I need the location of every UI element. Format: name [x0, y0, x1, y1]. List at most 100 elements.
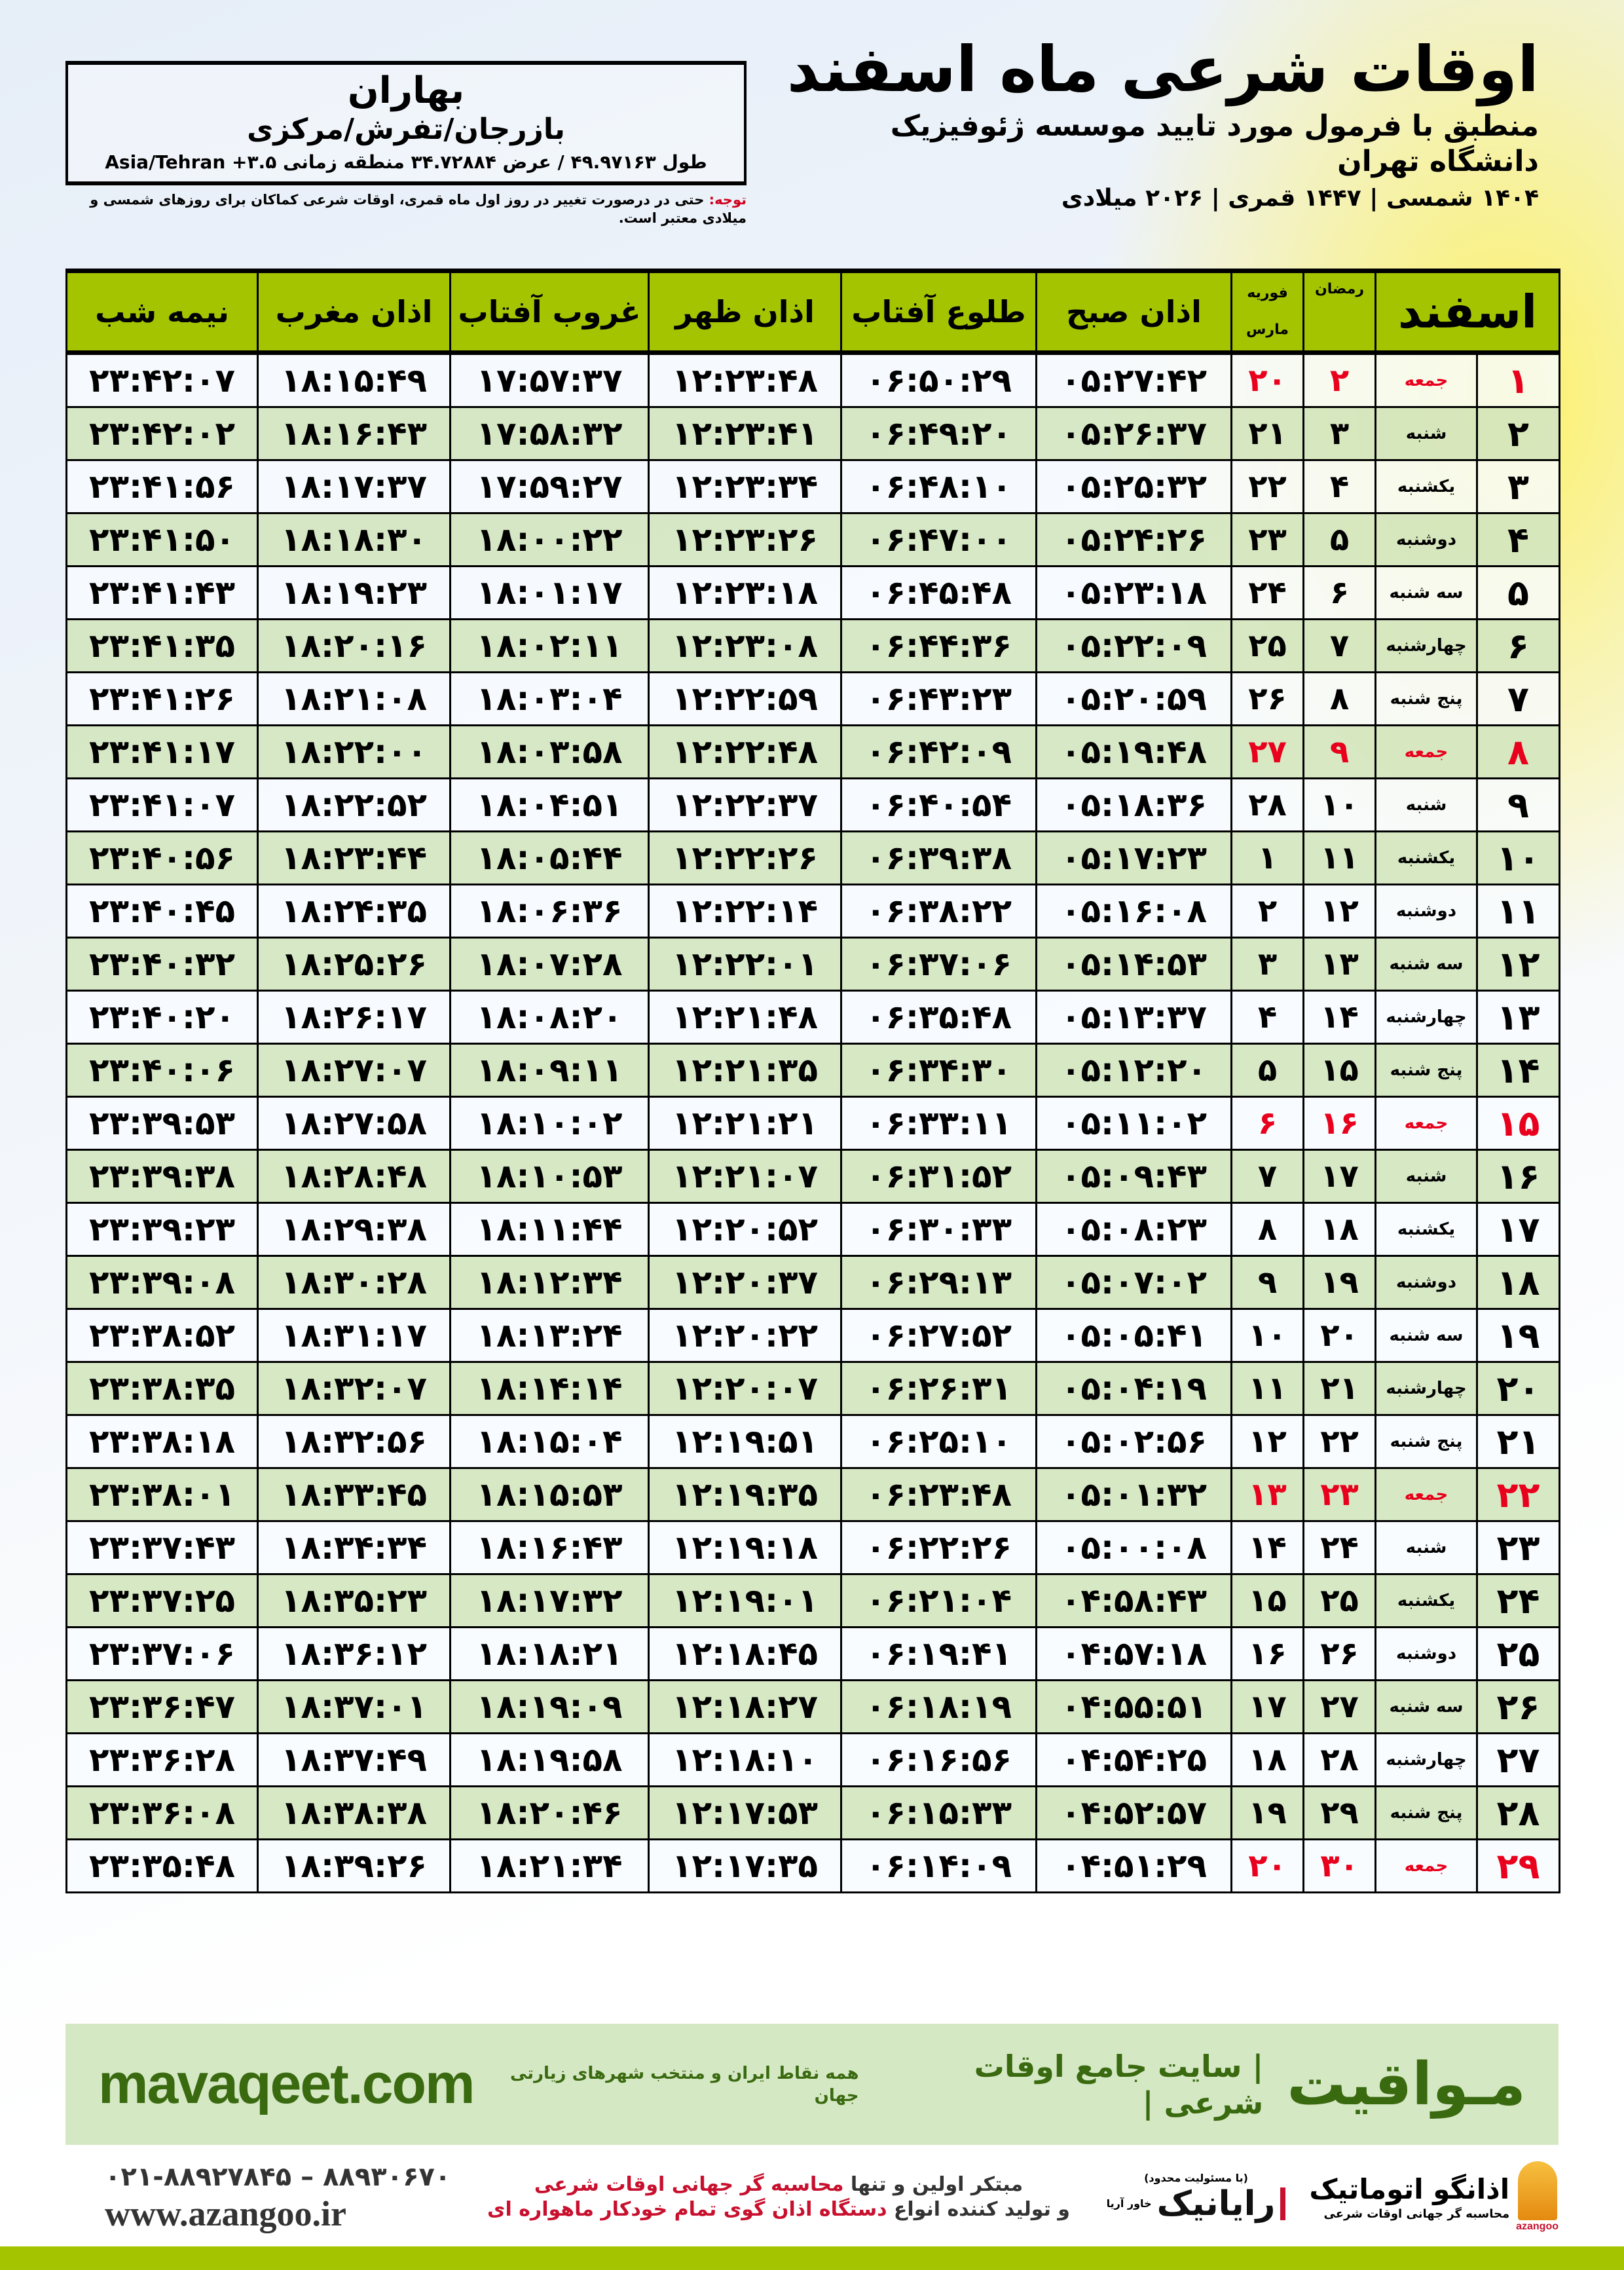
table-row: ۲۲ جمعه ۲۳ ۱۳ ۰۵:۰۱:۳۲ ۰۶:۲۳:۴۸ ۱۲:۱۹:۳۵ ۱۸:۱۵:… — [65, 1467, 1561, 1522]
table-row: ۲۵ دوشنبه ۲۶ ۱۶ ۰۴:۵۷:۱۸ ۰۶:۱۹:۴۱ ۱۲:۱۸:۴۵ ۱۸:۱… — [65, 1626, 1561, 1681]
midnight-time: ۲۳:۳۸:۳۵ — [65, 1361, 259, 1416]
ramadan-day: ۱۱ — [1302, 830, 1376, 885]
maghrib-time: ۱۸:۳۶:۱۲ — [257, 1626, 451, 1681]
location-block: بهاران بازرجان/تفرش/مرکزی طول ۴۹.۹۷۱۶۳ /… — [65, 61, 747, 227]
weekday: دوشنبه — [1374, 884, 1479, 939]
table-row: ۵ سه شنبه ۶ ۲۴ ۰۵:۲۳:۱۸ ۰۶:۴۵:۴۸ ۱۲:۲۳:۱۸ ۱۸:۰۱… — [65, 565, 1561, 620]
dhuhr-time: ۱۲:۲۲:۲۶ — [648, 830, 842, 885]
fajr-time: ۰۵:۱۱:۰۲ — [1035, 1096, 1232, 1151]
ramadan-day: ۲۶ — [1302, 1626, 1376, 1681]
sunset-time: ۱۸:۰۵:۴۴ — [449, 830, 650, 885]
fajr-time: ۰۴:۵۷:۱۸ — [1035, 1626, 1232, 1681]
day-number: ۲۰ — [1476, 1361, 1561, 1416]
dhuhr-time: ۱۲:۱۹:۳۵ — [648, 1467, 842, 1522]
year-line: ۱۴۰۴ شمسی | ۱۴۴۷ قمری | ۲۰۲۶ میلادی — [1061, 185, 1539, 212]
sunrise-time: ۰۶:۲۶:۳۱ — [840, 1361, 1037, 1416]
day-number: ۶ — [1476, 618, 1561, 673]
sunset-time: ۱۸:۱۹:۵۸ — [449, 1732, 650, 1787]
table-row: ۷ پنج شنبه ۸ ۲۶ ۰۵:۲۰:۵۹ ۰۶:۴۳:۲۳ ۱۲:۲۲:۵۹ ۱۸:۰… — [65, 671, 1561, 726]
weekday: چهارشنبه — [1374, 990, 1479, 1045]
gregorian-day: ۱۳ — [1230, 1467, 1304, 1522]
maghrib-time: ۱۸:۲۲:۵۲ — [257, 777, 451, 832]
location-box: بهاران بازرجان/تفرش/مرکزی طول ۴۹.۹۷۱۶۳ /… — [65, 61, 747, 185]
ramadan-day: ۱۹ — [1302, 1255, 1376, 1310]
midnight-time: ۲۳:۳۸:۱۸ — [65, 1414, 259, 1469]
fajr-time: ۰۵:۱۶:۰۸ — [1035, 884, 1232, 939]
fajr-time: ۰۵:۰۱:۳۲ — [1035, 1467, 1232, 1522]
weekday: سه شنبه — [1374, 1679, 1479, 1734]
table-row: ۱ جمعه ۲ ۲۰ ۰۵:۲۷:۴۲ ۰۶:۵۰:۲۹ ۱۲:۲۳:۴۸ ۱۷:۵۷:۳۷… — [65, 352, 1561, 408]
rayanik-sub: خاور آریا — [1106, 2197, 1152, 2210]
day-number: ۲۶ — [1476, 1679, 1561, 1734]
fajr-time: ۰۵:۱۸:۳۶ — [1035, 777, 1232, 832]
dhuhr-time: ۱۲:۲۲:۳۷ — [648, 777, 842, 832]
promo-line2-a: و تولید کننده انواع — [887, 2198, 1070, 2221]
day-number: ۸ — [1476, 724, 1561, 779]
fajr-time: ۰۴:۵۱:۲۹ — [1035, 1838, 1232, 1893]
fajr-time: ۰۵:۰۷:۰۲ — [1035, 1255, 1232, 1310]
maghrib-time: ۱۸:۳۹:۲۶ — [257, 1838, 451, 1893]
rayanik-logo: (با مسئولیت محدود) رایانیک خاور آریا — [1107, 2172, 1286, 2223]
sunrise-time: ۰۶:۴۲:۰۹ — [840, 724, 1037, 779]
ramadan-day: ۳۰ — [1302, 1838, 1376, 1893]
maghrib-time: ۱۸:۲۱:۰۸ — [257, 671, 451, 726]
weekday: شنبه — [1374, 1520, 1479, 1575]
sunrise-time: ۰۶:۳۹:۳۸ — [840, 830, 1037, 885]
fajr-time: ۰۵:۰۴:۱۹ — [1035, 1361, 1232, 1416]
maghrib-time: ۱۸:۳۱:۱۷ — [257, 1308, 451, 1363]
phone-numbers: ۰۲۱-۸۸۹۲۷۸۴۵ – ۸۸۹۳۰۶۷۰ — [105, 2162, 451, 2192]
midnight-time: ۲۳:۳۷:۲۵ — [65, 1573, 259, 1628]
mavaqeet-url[interactable]: mavaqeet.com — [98, 2053, 475, 2115]
maghrib-time: ۱۸:۳۲:۵۶ — [257, 1414, 451, 1469]
dhuhr-time: ۱۲:۱۹:۵۱ — [648, 1414, 842, 1469]
gregorian-day: ۴ — [1230, 990, 1304, 1045]
gregorian-day: ۵ — [1230, 1043, 1304, 1098]
day-number: ۲۵ — [1476, 1626, 1561, 1681]
header-midnight: نیمه شب — [65, 269, 259, 355]
table-row: ۱۷ یکشنبه ۱۸ ۸ ۰۵:۰۸:۲۳ ۰۶:۳۰:۳۳ ۱۲:۲۰:۵۲ ۱۸:۱۱… — [65, 1202, 1561, 1257]
sunset-time: ۱۷:۵۷:۳۷ — [449, 352, 650, 408]
azangoo-logo: azangoo اذانگو اتوماتیک محاسبه گر جهانی … — [1309, 2161, 1559, 2233]
midnight-time: ۲۳:۴۰:۲۰ — [65, 990, 259, 1045]
header-dhuhr: اذان ظهر — [648, 269, 842, 355]
sunrise-time: ۰۶:۴۰:۵۴ — [840, 777, 1037, 832]
day-number: ۱۵ — [1476, 1096, 1561, 1151]
table-row: ۱۴ پنج شنبه ۱۵ ۵ ۰۵:۱۲:۲۰ ۰۶:۳۴:۳۰ ۱۲:۲۱:۳۵ ۱۸:… — [65, 1043, 1561, 1098]
sunset-time: ۱۸:۰۴:۵۱ — [449, 777, 650, 832]
dhuhr-time: ۱۲:۲۲:۱۴ — [648, 884, 842, 939]
day-number: ۱۴ — [1476, 1043, 1561, 1098]
weekday: یکشنبه — [1374, 1573, 1479, 1628]
fajr-time: ۰۵:۱۹:۴۸ — [1035, 724, 1232, 779]
table-row: ۱۲ سه شنبه ۱۳ ۳ ۰۵:۱۴:۵۳ ۰۶:۳۷:۰۶ ۱۲:۲۲:۰۱ ۱۸:۰… — [65, 937, 1561, 992]
dhuhr-time: ۱۲:۱۸:۱۰ — [648, 1732, 842, 1787]
ramadan-day: ۱۴ — [1302, 990, 1376, 1045]
azangoo-text: اذانگو اتوماتیک محاسبه گر جهانی اوقات شر… — [1309, 2172, 1509, 2222]
note-label: توجه: — [709, 192, 747, 208]
maghrib-time: ۱۸:۲۸:۴۸ — [257, 1149, 451, 1204]
gregorian-day: ۲۵ — [1230, 618, 1304, 673]
sunrise-time: ۰۶:۳۳:۱۱ — [840, 1096, 1037, 1151]
midnight-time: ۲۳:۴۱:۱۷ — [65, 724, 259, 779]
midnight-time: ۲۳:۴۰:۳۲ — [65, 937, 259, 992]
midnight-time: ۲۳:۳۹:۳۸ — [65, 1149, 259, 1204]
sunset-time: ۱۸:۱۲:۳۴ — [449, 1255, 650, 1310]
table-row: ۲۴ یکشنبه ۲۵ ۱۵ ۰۴:۵۸:۴۳ ۰۶:۲۱:۰۴ ۱۲:۱۹:۰۱ ۱۸:۱… — [65, 1573, 1561, 1628]
gregorian-day: ۱۵ — [1230, 1573, 1304, 1628]
mavaqeet-tagline: | سایت جامع اوقات شرعی | — [974, 2048, 1264, 2121]
day-number: ۱۶ — [1476, 1149, 1561, 1204]
sunrise-time: ۰۶:۵۰:۲۹ — [840, 352, 1037, 408]
sunrise-time: ۰۶:۳۴:۳۰ — [840, 1043, 1037, 1098]
sunset-time: ۱۸:۰۳:۰۴ — [449, 671, 650, 726]
maghrib-time: ۱۸:۱۶:۴۳ — [257, 406, 451, 461]
sunset-time: ۱۸:۱۸:۲۱ — [449, 1626, 650, 1681]
note-text: حتی در درصورت تغییر در روز اول ماه قمری،… — [90, 192, 747, 226]
sunrise-time: ۰۶:۱۹:۴۱ — [840, 1626, 1037, 1681]
dhuhr-time: ۱۲:۲۰:۵۲ — [648, 1202, 842, 1257]
gregorian-day: ۱۸ — [1230, 1732, 1304, 1787]
azangoo-website[interactable]: www.azangoo.ir — [105, 2194, 346, 2233]
midnight-time: ۲۳:۴۲:۰۲ — [65, 406, 259, 461]
note: توجه: حتی در درصورت تغییر در روز اول ماه… — [65, 191, 747, 227]
table-row: ۲۳ شنبه ۲۴ ۱۴ ۰۵:۰۰:۰۸ ۰۶:۲۲:۲۶ ۱۲:۱۹:۱۸ ۱۸:۱۶:… — [65, 1520, 1561, 1575]
weekday: شنبه — [1374, 1149, 1479, 1204]
sunrise-time: ۰۶:۳۱:۵۲ — [840, 1149, 1037, 1204]
